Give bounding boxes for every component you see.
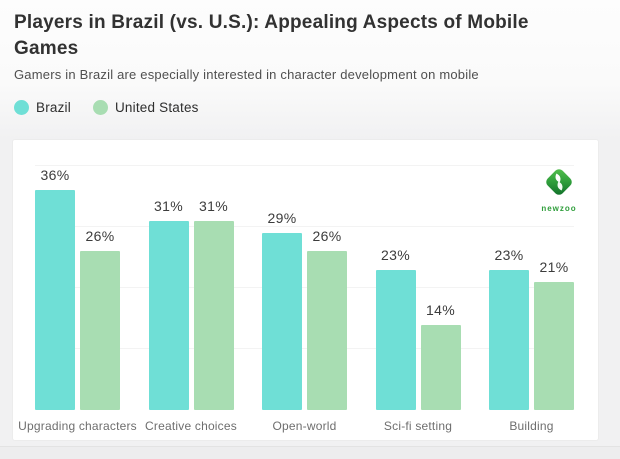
- bar-col-united-states-upgrading-characters: 26%: [80, 158, 120, 410]
- bar-col-united-states-open-world: 26%: [307, 158, 347, 410]
- bar-col-brazil-creative-choices: 31%: [148, 158, 189, 410]
- page-title: Players in Brazil (vs. U.S.): Appealing …: [14, 10, 606, 62]
- gridline-30: [35, 226, 574, 227]
- legend-item-united-states[interactable]: United States: [92, 100, 199, 115]
- gridline-10: [35, 348, 574, 349]
- chart-card: 36% 26% 31% 31% 29% 26% 23% 14% 23% 21% Upgrading…: [12, 139, 599, 441]
- plot-area: 36% 26% 31% 31% 29% 26% 23% 14% 23% 21%: [35, 158, 574, 410]
- bar-brazil-sci-fi-setting[interactable]: [375, 269, 416, 410]
- category-cell-creative-choices: Creative choices: [145, 419, 237, 433]
- legend-item-brazil[interactable]: Brazil: [14, 100, 71, 115]
- bar-brazil-open-world[interactable]: [262, 233, 302, 410]
- bar-value-label: 26%: [312, 228, 342, 245]
- bar-united-states-open-world[interactable]: [307, 251, 347, 410]
- bar-col-brazil-sci-fi-setting: 23%: [375, 158, 416, 410]
- chart-legend: Brazil United States: [14, 100, 606, 115]
- bar-value-label: 29%: [267, 210, 297, 227]
- category-cell-open-world: Open-world: [262, 419, 347, 433]
- category-cell-upgrading-characters: Upgrading characters: [18, 419, 137, 433]
- legend-label: Brazil: [36, 100, 71, 115]
- gridline-20: [35, 287, 574, 288]
- bar-value-label: 26%: [85, 228, 115, 245]
- newzoo-logo-icon: [546, 169, 572, 195]
- bar-col-united-states-building: 21%: [534, 158, 574, 410]
- bar-col-united-states-sci-fi-setting: 14%: [420, 158, 461, 410]
- bar-col-brazil-open-world: 29%: [262, 158, 302, 410]
- category-axis: Upgrading characters Creative choices Open…: [18, 419, 574, 433]
- newzoo-logo: newzoo: [535, 166, 583, 213]
- bar-value-label: 21%: [539, 258, 569, 275]
- page-title-line-1: Players in Brazil (vs. U.S.): Appealing …: [14, 12, 529, 33]
- newzoo-logo-text: newzoo: [541, 204, 577, 213]
- page-subtitle: Gamers in Brazil are especially interest…: [14, 67, 479, 82]
- bar-col-brazil-upgrading-characters: 36%: [35, 158, 75, 410]
- legend-swatch-united-states: [92, 100, 108, 115]
- bar-group-creative-choices: 31% 31%: [148, 158, 234, 410]
- gridline-40: [35, 165, 574, 166]
- bar-group-sci-fi-setting: 23% 14%: [375, 158, 461, 410]
- bar-group-building: 23% 21%: [489, 158, 574, 410]
- bar-brazil-building[interactable]: [489, 269, 529, 410]
- bar-united-states-sci-fi-setting[interactable]: [420, 324, 461, 410]
- bottom-strip: [0, 446, 620, 459]
- category-label: Open-world: [272, 419, 337, 433]
- legend-label: United States: [114, 100, 199, 115]
- bar-value-label: 31%: [154, 197, 183, 214]
- bar-value-label: 23%: [381, 246, 410, 263]
- category-cell-sci-fi-setting: Sci-fi setting: [376, 419, 461, 433]
- bar-brazil-upgrading-characters[interactable]: [35, 190, 75, 410]
- category-label: Upgrading characters: [18, 419, 137, 433]
- bar-group-open-world: 29% 26%: [262, 158, 347, 410]
- bar-value-label: 14%: [426, 301, 455, 318]
- bar-group-upgrading-characters: 36% 26%: [35, 158, 120, 410]
- bar-value-label: 36%: [40, 167, 70, 184]
- category-cell-building: Building: [489, 419, 574, 433]
- category-label: Creative choices: [145, 419, 237, 433]
- page-title-line-2: Games: [14, 38, 79, 59]
- bar-value-label: 31%: [199, 197, 228, 214]
- bar-col-united-states-creative-choices: 31%: [193, 158, 234, 410]
- bar-col-brazil-building: 23%: [489, 158, 529, 410]
- bar-brazil-creative-choices[interactable]: [148, 220, 189, 410]
- legend-swatch-brazil: [14, 100, 29, 115]
- category-label: Building: [509, 419, 554, 433]
- category-label: Sci-fi setting: [383, 419, 453, 433]
- chart-header: Players in Brazil (vs. U.S.): Appealing …: [0, 0, 620, 139]
- bar-united-states-building[interactable]: [534, 281, 574, 410]
- bar-value-label: 23%: [494, 246, 524, 263]
- bar-united-states-creative-choices[interactable]: [193, 220, 234, 410]
- bar-united-states-upgrading-characters[interactable]: [80, 251, 120, 410]
